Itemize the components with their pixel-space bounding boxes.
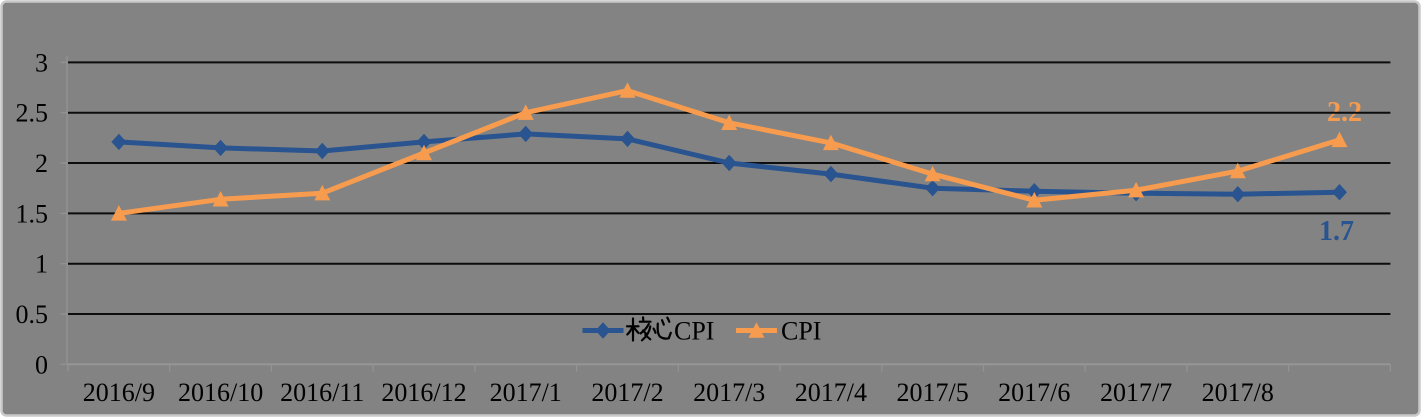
svg-text:3: 3 xyxy=(35,48,48,77)
svg-text:1.5: 1.5 xyxy=(16,199,49,228)
svg-text:2: 2 xyxy=(35,149,48,178)
svg-text:2017/1: 2017/1 xyxy=(490,378,562,407)
svg-text:0: 0 xyxy=(35,350,48,379)
svg-text:2016/11: 2016/11 xyxy=(280,378,364,407)
svg-text:2017/6: 2017/6 xyxy=(998,378,1070,407)
svg-text:2017/2: 2017/2 xyxy=(591,378,663,407)
svg-text:1.7: 1.7 xyxy=(1319,216,1354,247)
svg-text:2016/10: 2016/10 xyxy=(178,378,263,407)
svg-text:2017/3: 2017/3 xyxy=(693,378,765,407)
svg-text:2017/7: 2017/7 xyxy=(1100,378,1172,407)
svg-text:2017/5: 2017/5 xyxy=(896,378,968,407)
svg-text:2017/8: 2017/8 xyxy=(1202,378,1274,407)
svg-text:2017/4: 2017/4 xyxy=(795,378,867,407)
svg-text:2016/9: 2016/9 xyxy=(83,378,155,407)
svg-text:1: 1 xyxy=(35,250,48,279)
svg-text:2.5: 2.5 xyxy=(16,99,49,128)
svg-text:0.5: 0.5 xyxy=(16,300,49,329)
svg-text:CPI: CPI xyxy=(781,317,821,346)
svg-text:2016/12: 2016/12 xyxy=(381,378,466,407)
svg-text:CPI: CPI xyxy=(674,317,714,346)
